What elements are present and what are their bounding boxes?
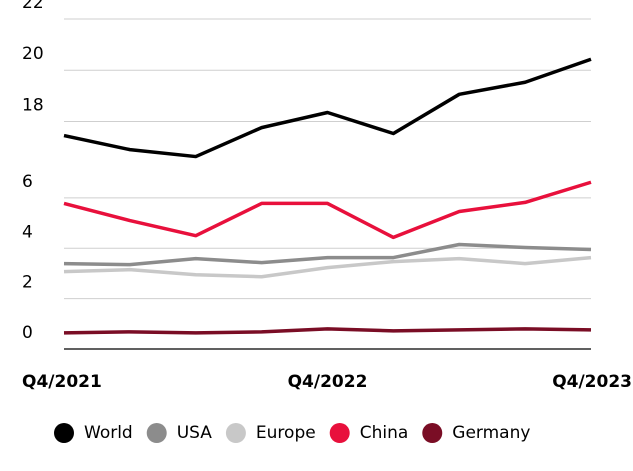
y-tick-label: 0 [22,323,33,343]
legend-label: Germany [452,423,530,443]
x-tick-label: Q4/2021 [22,372,102,392]
legend-label: USA [177,423,213,443]
legend-marker [54,423,74,443]
y-tick-label: 4 [22,222,33,242]
series-line [63,180,592,240]
legend-label: Europe [256,423,316,443]
y-tick-label: 18 [22,95,44,115]
legend-marker [225,423,246,443]
y-tick-label: 22 [22,0,44,13]
legend-marker [422,423,443,443]
series-line [63,327,592,335]
series-line [63,255,592,279]
y-tick-label: 6 [22,172,33,192]
legend-marker [329,423,350,443]
series-line [63,57,592,159]
y-tick-label: 2 [22,273,33,293]
y-tick-label: 20 [22,44,44,64]
x-tick-label: Q4/2023 [552,372,632,392]
series-line [63,242,592,267]
legend-label: World [84,423,133,443]
x-tick-label: Q4/2022 [288,372,368,392]
legend-marker [146,423,167,443]
legend-label: China [360,423,409,443]
